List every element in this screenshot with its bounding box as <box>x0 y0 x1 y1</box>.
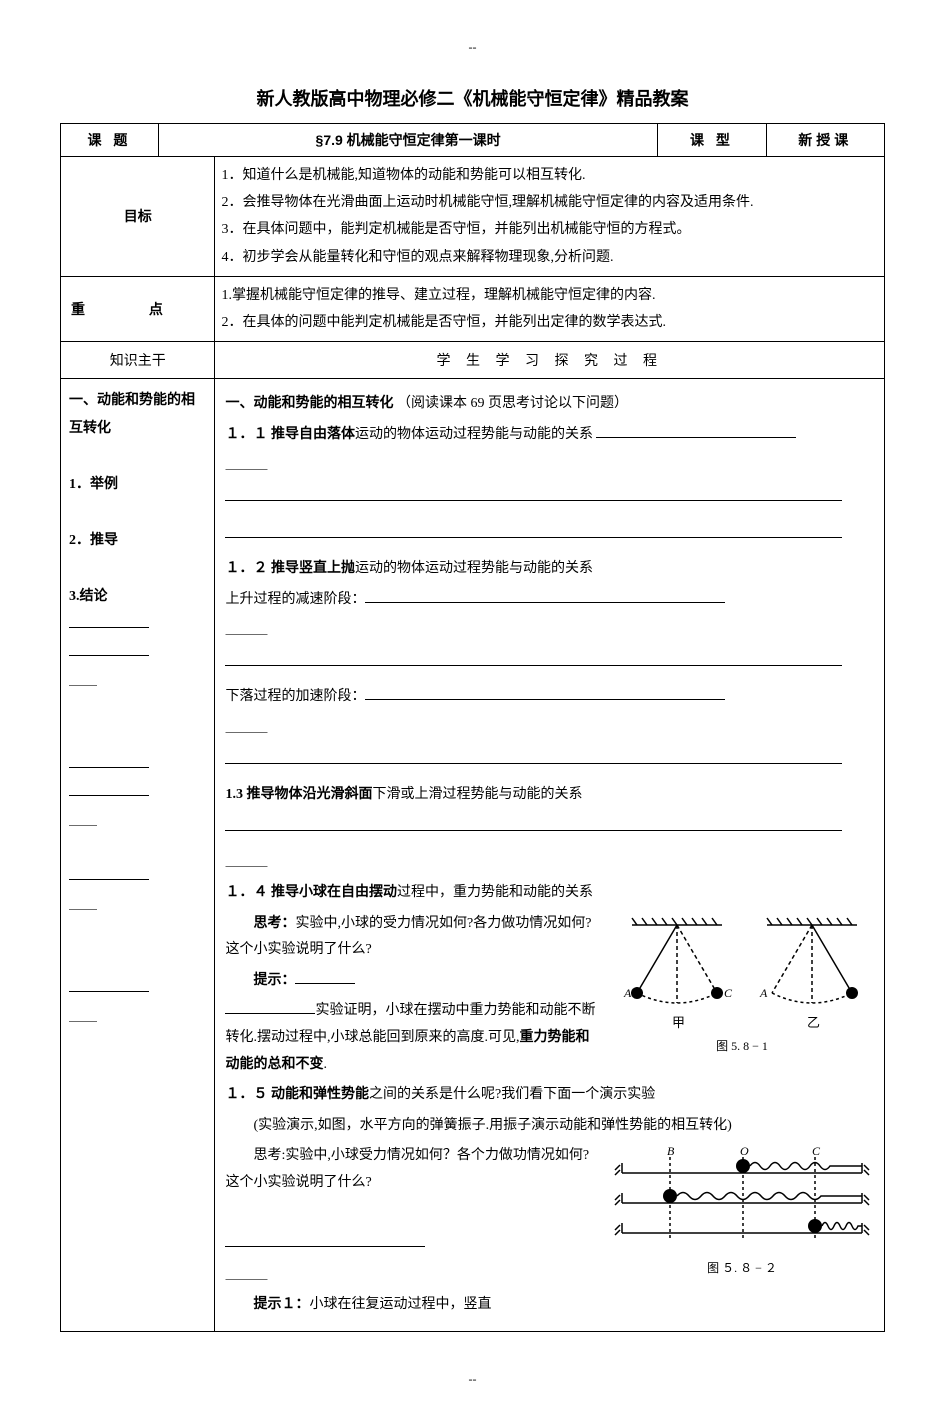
fig1-label-A2: A <box>759 986 768 1000</box>
goal-item: 4．初步学会从能量转化和守恒的观点来解释物理现象,分析问题. <box>221 245 878 270</box>
outline-p3: 3.结论 <box>69 583 206 611</box>
blank <box>596 424 796 438</box>
s15-desc: (实验演示,如图，水平方向的弹簧振子.用振子演示动能和弹性势能的相互转化) <box>225 1113 874 1140</box>
header-row: 课 题 §7.9 机械能守恒定律第一课时 课 型 新授课 <box>61 124 885 157</box>
outline-sec1: 一、动能和势能的相互转化 <box>69 387 206 443</box>
column-headers-row: 知识主干 学 生 学 习 探 究 过 程 <box>61 342 885 379</box>
keypoints-list: 1.掌握机械能守恒定律的推导、建立过程，理解机械能守恒定律的内容. 2．在具体的… <box>215 276 885 341</box>
outline-column: 一、动能和势能的相互转化 1．举例 2．推导 3.结论 ＿＿ ＿＿ ＿＿ ＿＿ <box>61 379 215 1332</box>
right-column-header: 学 生 学 习 探 究 过 程 <box>215 342 885 379</box>
goals-row: 目标 1．知道什么是机械能,知道物体的动能和势能可以相互转化. 2．会推导物体在… <box>61 157 885 277</box>
sec1-title: 一、动能和势能的相互转化 <box>225 396 393 411</box>
figure-pendulum: A C 甲 A 乙 图 5. 8 − 1 <box>612 913 872 1058</box>
goal-item: 3．在具体问题中，能判定机械能是否守恒，并能列出机械能守恒的方程式。 <box>221 217 878 242</box>
fig1-label-yi: 乙 <box>807 1015 820 1030</box>
s15-hint: 提示１：小球在往复运动过程中，竖直 <box>225 1292 874 1319</box>
blank-line <box>69 795 149 796</box>
document-title: 新人教版高中物理必修二《机械能守恒定律》精品教案 <box>60 85 885 111</box>
blank-row <box>225 817 841 831</box>
hint-end: . <box>323 1057 327 1072</box>
s14-bold: 自由摆动 <box>341 885 397 900</box>
item-1-1: １．１ 推导自由落体运动的物体运动过程势能与动能的关系 <box>225 422 874 449</box>
fig1-caption: 图 5. 8 − 1 <box>612 1035 872 1058</box>
hint1-body: 小球在往复运动过程中，竖直 <box>309 1297 491 1312</box>
blank <box>225 1233 425 1247</box>
s13-pre: 1.3 推导物体沿 <box>225 787 316 802</box>
type-label: 课 型 <box>658 124 766 157</box>
blank-line <box>69 991 149 992</box>
blank <box>225 1000 315 1014</box>
s12-num: １．２ 推导 <box>225 561 299 576</box>
spring-svg: B O C <box>612 1145 872 1255</box>
s12-fall: 下落过程的加速阶段： <box>225 684 874 711</box>
blank <box>365 589 725 603</box>
goal-item: 1．知道什么是机械能,知道物体的动能和势能可以相互转化. <box>221 163 878 188</box>
s13-tail: 下滑或上滑过程势能与动能的关系 <box>372 787 582 802</box>
blank-line <box>69 655 149 656</box>
fig2-caption: 图 ５. ８ − ２ <box>612 1257 872 1280</box>
item-1-5: １．５ 动能和弹性势能之间的关系是什么呢?我们看下面一个演示实验 <box>225 1082 874 1109</box>
goals-label: 目标 <box>61 157 215 277</box>
blank-row <box>225 750 841 764</box>
type-value: 新授课 <box>766 124 884 157</box>
lesson-title: §7.9 机械能守恒定律第一课时 <box>158 124 658 157</box>
topic-label: 课 题 <box>61 124 159 157</box>
keypoints-row: 重 点 1.掌握机械能守恒定律的推导、建立过程，理解机械能守恒定律的内容. 2．… <box>61 276 885 341</box>
fig1-label-C: C <box>724 986 733 1000</box>
sec1-heading: 一、动能和势能的相互转化 （阅读课本 69 页思考讨论以下问题） <box>225 391 874 418</box>
blank-line <box>69 767 149 768</box>
goal-item: 2．会推导物体在光滑曲面上运动时机械能守恒,理解机械能守恒定律的内容及适用条件. <box>221 190 878 215</box>
s15-tail: 之间的关系是什么呢?我们看下面一个演示实验 <box>369 1087 655 1102</box>
blank-line <box>69 879 149 880</box>
item-1-2: １．２ 推导竖直上抛运动的物体运动过程势能与动能的关系 <box>225 556 874 583</box>
s12-rise: 上升过程的减速阶段： <box>225 587 874 614</box>
page-bottom-marker: -- <box>60 1372 885 1387</box>
item-1-4: １．４ 推导小球在自由摆动过程中，重力势能和动能的关系 <box>225 880 874 907</box>
figure-spring: B O C <box>612 1145 872 1280</box>
content-column: 一、动能和势能的相互转化 （阅读课本 69 页思考讨论以下问题） １．１ 推导自… <box>215 379 885 1332</box>
content-row: 一、动能和势能的相互转化 1．举例 2．推导 3.结论 ＿＿ ＿＿ ＿＿ ＿＿ … <box>61 379 885 1332</box>
svg-text:O: O <box>740 1145 749 1158</box>
fig1-label-jia: 甲 <box>672 1015 685 1030</box>
s12-bold: 竖直上抛 <box>299 561 355 576</box>
s15-num: １．５ <box>225 1087 267 1102</box>
blank-line <box>69 627 149 628</box>
blank <box>365 686 725 700</box>
hint-label: 提示： <box>253 973 295 988</box>
s11-bold: 自由落体 <box>299 427 355 442</box>
s11-num: １．１ 推导 <box>225 427 299 442</box>
goals-list: 1．知道什么是机械能,知道物体的动能和势能可以相互转化. 2．会推导物体在光滑曲… <box>215 157 885 277</box>
hint1-label: 提示１： <box>253 1297 309 1312</box>
lesson-plan-table: 课 题 §7.9 机械能守恒定律第一课时 课 型 新授课 目标 1．知道什么是机… <box>60 123 885 1332</box>
pendulum-svg: A C 甲 A 乙 <box>612 913 872 1033</box>
blank <box>295 970 355 984</box>
left-column-header: 知识主干 <box>61 342 215 379</box>
keypoint-item: 2．在具体的问题中能判定机械能是否守恒，并能列出定律的数学表达式. <box>221 310 878 335</box>
page-top-marker: -- <box>60 40 885 55</box>
outline-p2: 2．推导 <box>69 527 206 555</box>
think-label: 思考： <box>253 916 295 931</box>
s12-rise-label: 上升过程的减速阶段： <box>225 592 365 607</box>
blank-row <box>225 524 841 538</box>
s14-num: １．４ 推导小球在 <box>225 885 341 900</box>
fig1-label-A: A <box>623 986 632 1000</box>
item-1-3: 1.3 推导物体沿光滑斜面下滑或上滑过程势能与动能的关系 <box>225 782 874 809</box>
keypoint-item: 1.掌握机械能守恒定律的推导、建立过程，理解机械能守恒定律的内容. <box>221 283 878 308</box>
s15-bold: 动能和弹性势能 <box>271 1087 369 1102</box>
s13-bold: 光滑斜面 <box>316 787 372 802</box>
outline-p1: 1．举例 <box>69 471 206 499</box>
blank-row <box>225 487 841 501</box>
s12-fall-label: 下落过程的加速阶段： <box>225 689 365 704</box>
s11-tail: 运动的物体运动过程势能与动能的关系 <box>355 427 593 442</box>
sec1-note: （阅读课本 69 页思考讨论以下问题） <box>397 396 628 411</box>
blank-row <box>225 652 841 666</box>
svg-text:C: C <box>812 1145 821 1158</box>
s14-tail: 过程中，重力势能和动能的关系 <box>397 885 593 900</box>
svg-text:B: B <box>667 1145 675 1158</box>
keypoints-label: 重 点 <box>61 276 215 341</box>
s12-tail: 运动的物体运动过程势能与动能的关系 <box>355 561 593 576</box>
